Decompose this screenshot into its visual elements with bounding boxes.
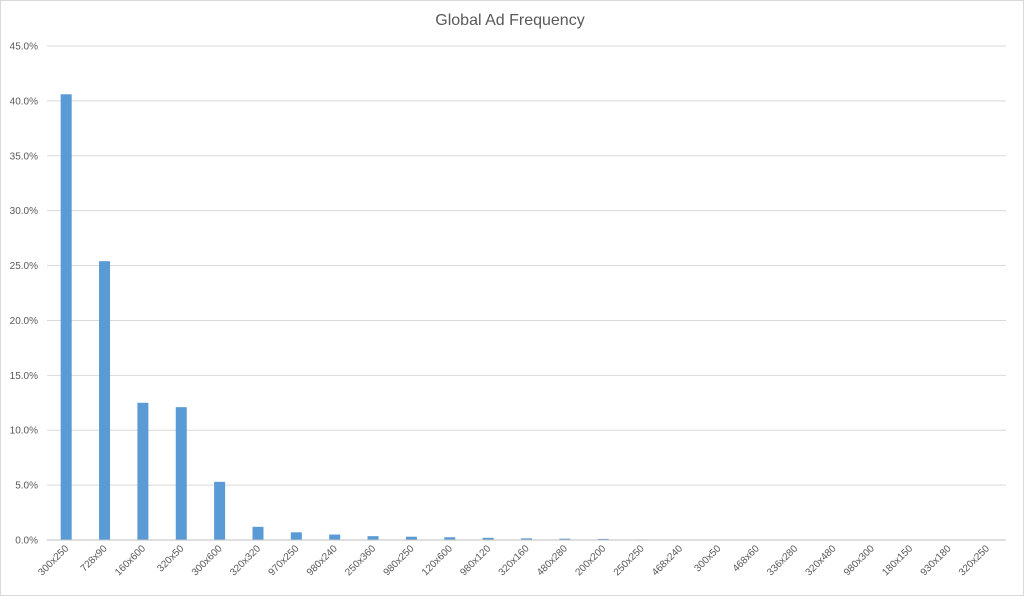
bar-320x50 xyxy=(175,407,187,540)
x-tick-label: 336x280 xyxy=(765,543,800,578)
x-tick-label: 468x240 xyxy=(650,543,685,578)
chart-title: Global Ad Frequency xyxy=(435,12,584,29)
y-tick-label: 15.0% xyxy=(10,371,38,382)
x-tick-label: 120x600 xyxy=(420,543,455,578)
y-tick-label: 30.0% xyxy=(10,206,38,217)
x-tick-label: 980x240 xyxy=(305,543,340,578)
x-tick-label: 160x600 xyxy=(113,543,148,578)
x-tick-label: 930x180 xyxy=(919,543,954,578)
bar-320x320 xyxy=(252,526,264,540)
x-tick-label: 320x50 xyxy=(155,543,186,574)
bar-300x600 xyxy=(214,481,226,540)
bar-970x250 xyxy=(290,532,302,540)
bar-250x360 xyxy=(367,536,379,540)
bar-480x280 xyxy=(559,538,571,540)
bar-300x250 xyxy=(60,94,72,541)
x-tick-label: 980x300 xyxy=(842,543,877,578)
x-tick-label: 180x150 xyxy=(880,543,915,578)
x-tick-label: 250x250 xyxy=(612,543,647,578)
bar-200x200 xyxy=(597,538,609,540)
bar-980x240 xyxy=(329,534,341,540)
x-tick-label: 728x90 xyxy=(79,543,110,574)
x-tick-label: 320x480 xyxy=(804,543,839,578)
x-tick-label: 320x250 xyxy=(957,543,992,578)
bar-980x120 xyxy=(482,537,494,540)
y-tick-label: 45.0% xyxy=(10,42,38,53)
x-tick-label: 970x250 xyxy=(267,543,302,578)
x-tick-label: 980x120 xyxy=(458,543,493,578)
gridlines xyxy=(47,45,1006,486)
y-tick-label: 20.0% xyxy=(10,316,38,327)
bar-980x250 xyxy=(405,536,417,540)
bar-160x600 xyxy=(137,402,149,540)
bar-120x600 xyxy=(444,537,456,540)
y-tick-label: 10.0% xyxy=(10,426,38,437)
x-tick-label: 300x600 xyxy=(190,543,225,578)
x-tick-label: 200x200 xyxy=(573,543,608,578)
y-tick-label: 35.0% xyxy=(10,151,38,162)
x-tick-label: 320x320 xyxy=(228,543,263,578)
x-tick-label: 250x360 xyxy=(343,543,378,578)
x-tick-label: 300x250 xyxy=(36,543,71,578)
y-tick-label: 0.0% xyxy=(15,536,38,547)
bars xyxy=(60,94,993,541)
bar-320x160 xyxy=(521,538,532,540)
y-axis-ticks: 0.0% 5.0% 10.0% 15.0% 20.0% 25.0% 30.0% 35.0% 40… xyxy=(10,42,38,547)
x-tick-label: 980x250 xyxy=(382,543,417,578)
bar-728x90 xyxy=(99,261,111,540)
x-axis-ticks: 300x250 728x90 160x600 320x50 300x600 320x320… xyxy=(36,543,992,578)
x-tick-label: 300x50 xyxy=(692,543,723,574)
x-tick-label: 468x60 xyxy=(731,543,762,574)
y-tick-label: 40.0% xyxy=(10,96,38,107)
x-tick-label: 320x160 xyxy=(497,543,532,578)
y-tick-label: 25.0% xyxy=(10,261,38,272)
y-tick-label: 5.0% xyxy=(15,481,38,492)
x-tick-label: 480x280 xyxy=(535,543,570,578)
